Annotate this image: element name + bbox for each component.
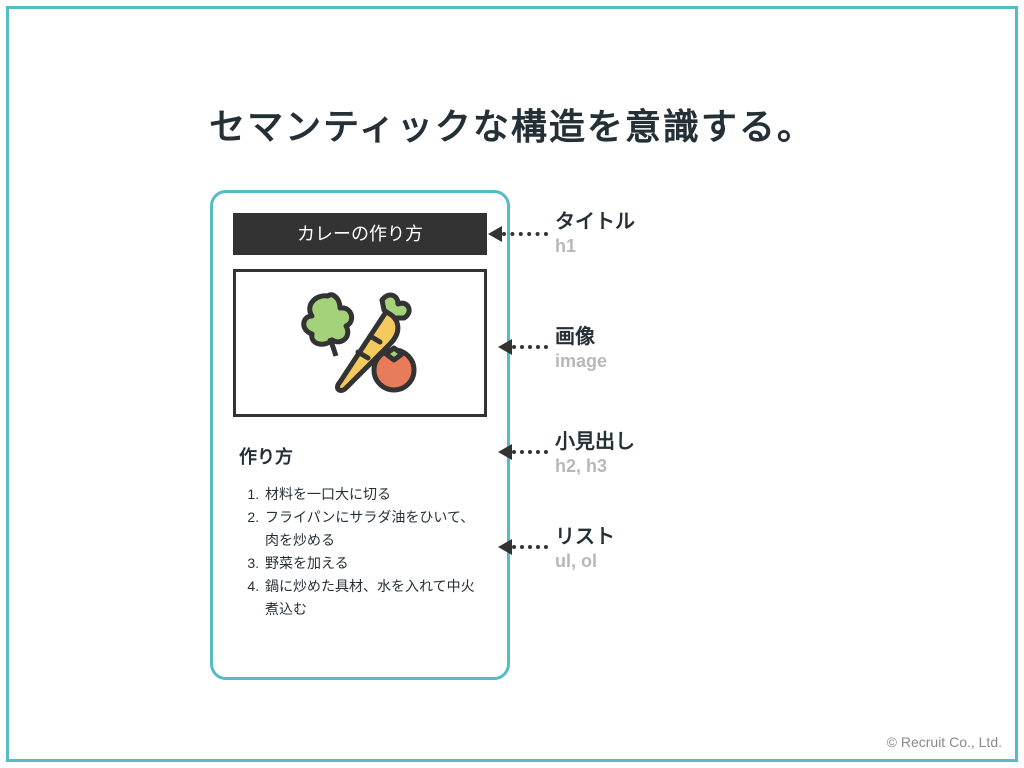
recipe-steps-list: 材料を一口大に切る フライパンにサラダ油をひいて、肉を炒める 野菜を加える 鍋に… bbox=[233, 483, 487, 622]
copyright: © Recruit Co., Ltd. bbox=[887, 734, 1002, 750]
annotation-tag: image bbox=[555, 351, 855, 372]
annotation: 画像image bbox=[555, 320, 855, 372]
annotation-tag: h2, h3 bbox=[555, 456, 855, 477]
annotation-label: タイトル bbox=[555, 205, 855, 234]
annotation-tag: ul, ol bbox=[555, 551, 855, 572]
annotation-tag: h1 bbox=[555, 236, 855, 257]
list-item: フライパンにサラダ油をひいて、肉を炒める bbox=[263, 506, 487, 552]
pointer-line bbox=[512, 545, 548, 549]
annotation: 小見出しh2, h3 bbox=[555, 425, 855, 477]
list-item: 材料を一口大に切る bbox=[263, 483, 487, 506]
annotation: タイトルh1 bbox=[555, 205, 855, 257]
vegetables-icon bbox=[290, 288, 430, 398]
annotation-label: リスト bbox=[555, 520, 855, 549]
pointer-line bbox=[512, 345, 548, 349]
list-item: 野菜を加える bbox=[263, 552, 487, 575]
arrowhead-icon bbox=[488, 226, 502, 242]
arrowhead-icon bbox=[498, 539, 512, 555]
slide-title: セマンティックな構造を意識する。 bbox=[0, 98, 1024, 150]
arrowhead-icon bbox=[498, 339, 512, 355]
annotation-label: 小見出し bbox=[555, 425, 855, 454]
pointer-line bbox=[512, 450, 548, 454]
card-image bbox=[233, 269, 487, 417]
list-item: 鍋に炒めた具材、水を入れて中火煮込む bbox=[263, 575, 487, 621]
card-subtitle: 作り方 bbox=[239, 443, 487, 469]
pointer-line bbox=[502, 232, 548, 236]
annotation: リストul, ol bbox=[555, 520, 855, 572]
arrowhead-icon bbox=[498, 444, 512, 460]
recipe-card: カレーの作り方 作り方 材料を一口大に切る フライパンにサラダ油を bbox=[210, 190, 510, 680]
card-title: カレーの作り方 bbox=[233, 213, 487, 255]
annotation-label: 画像 bbox=[555, 320, 855, 349]
